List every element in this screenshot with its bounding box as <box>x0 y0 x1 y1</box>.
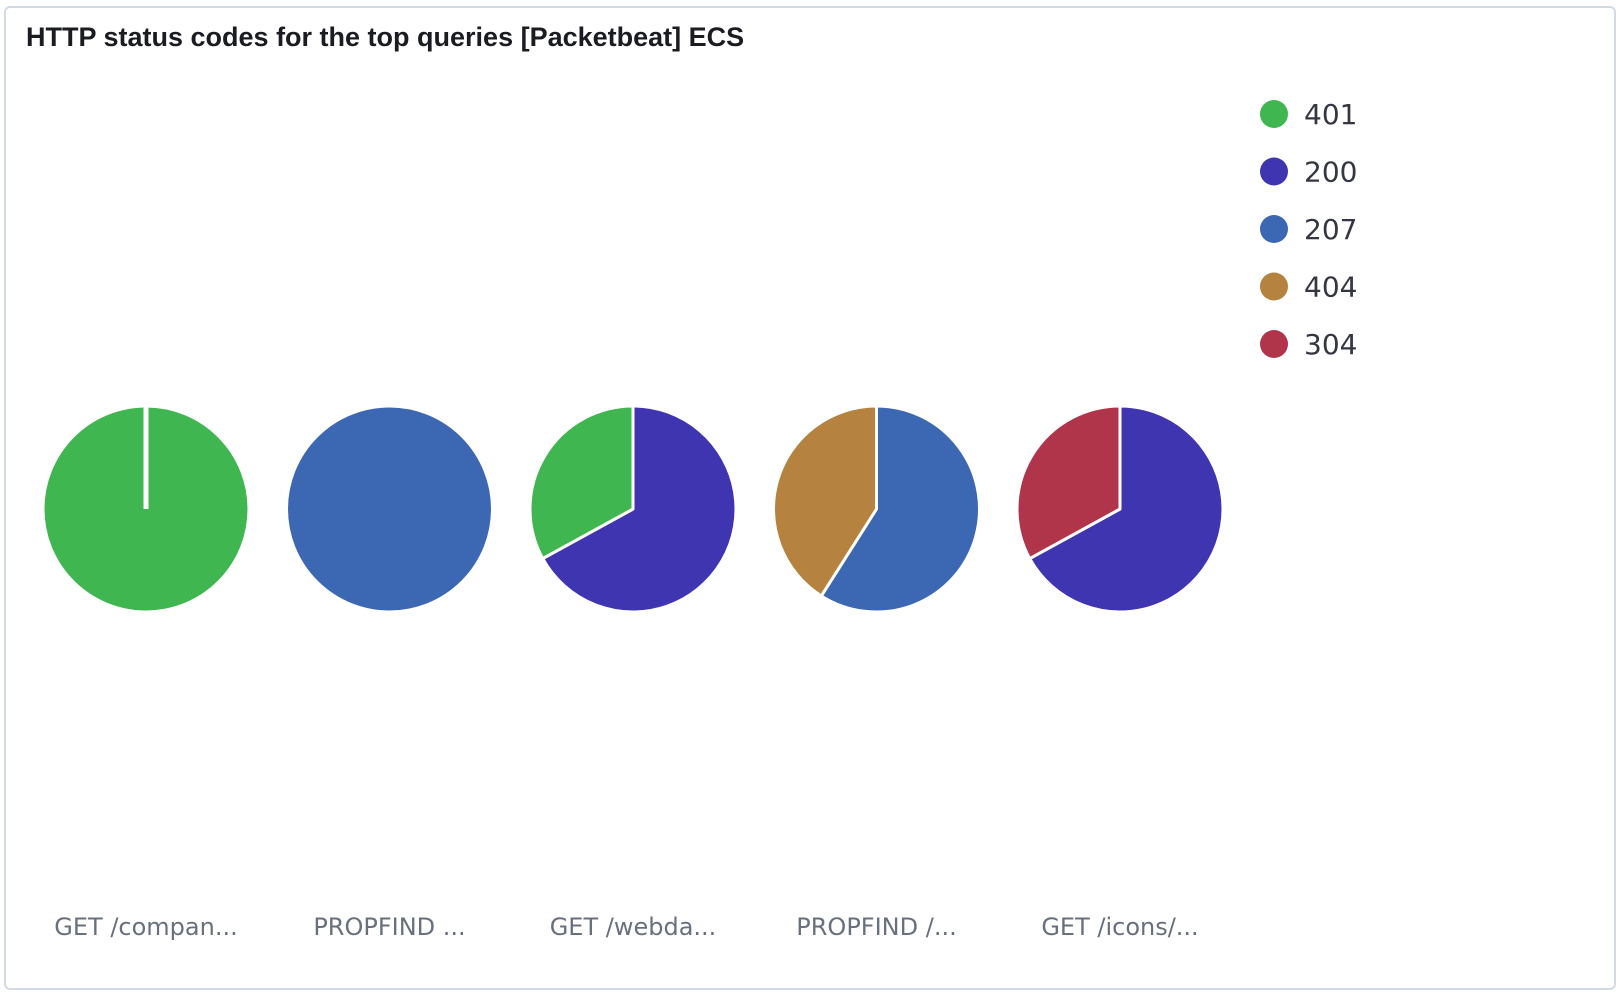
legend-item-404[interactable]: 404 <box>1260 271 1357 304</box>
pie-3 <box>528 404 738 614</box>
legend-label-304: 304 <box>1304 328 1357 361</box>
pie-5-slice-304[interactable] <box>1015 404 1122 561</box>
legend-item-401[interactable]: 401 <box>1260 98 1357 131</box>
legend-label-200: 200 <box>1304 156 1357 189</box>
legend: 401 200 207 404 304 <box>1260 98 1357 361</box>
legend-label-404: 404 <box>1304 271 1357 304</box>
legend-dot-404 <box>1260 272 1288 301</box>
legend-item-200[interactable]: 200 <box>1260 156 1357 189</box>
pie-5 <box>1015 404 1225 614</box>
panel-title: HTTP status codes for the top queries [P… <box>26 22 745 52</box>
category-labels: GET /compan... PROPFIND ... GET /webda... P… <box>54 913 1198 941</box>
pie-5-slice-200[interactable] <box>1028 404 1225 614</box>
pie-label-propfind: PROPFIND /... <box>796 913 956 941</box>
legend-label-401: 401 <box>1304 98 1357 131</box>
pie-label-get-webda: GET /webda... <box>550 913 717 941</box>
pie-label-get-compan: GET /compan... <box>54 913 237 941</box>
pie-label-get-icons: GET /icons/... <box>1041 913 1198 941</box>
pie-4 <box>772 404 981 614</box>
legend-dot-200 <box>1260 157 1288 186</box>
pie-2-slice-207[interactable] <box>285 404 494 614</box>
pie-3-slice-200[interactable] <box>541 404 738 614</box>
legend-dot-401 <box>1260 100 1288 128</box>
pie-1 <box>41 404 251 614</box>
legend-item-304[interactable]: 304 <box>1260 328 1357 361</box>
legend-item-207[interactable]: 207 <box>1260 213 1357 246</box>
pie-label-propfind: PROPFIND ... <box>313 913 465 941</box>
pie-group <box>41 404 1225 614</box>
legend-dot-304 <box>1260 330 1288 358</box>
pie-2 <box>285 404 494 614</box>
pie-4-slice-404[interactable] <box>772 404 878 598</box>
pie-4-slice-207[interactable] <box>819 404 981 614</box>
legend-label-207: 207 <box>1304 213 1357 246</box>
legend-dot-207 <box>1260 215 1288 243</box>
pie-3-slice-401[interactable] <box>528 404 635 561</box>
